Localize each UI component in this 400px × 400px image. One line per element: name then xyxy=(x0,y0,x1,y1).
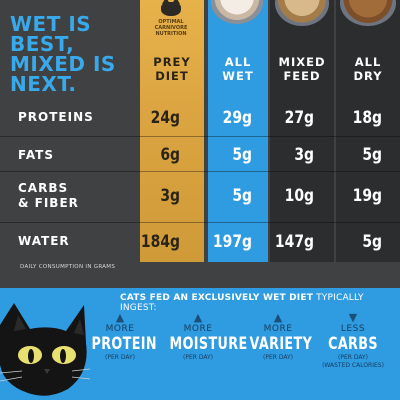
benefit-qualifier: LESS xyxy=(340,324,366,334)
all-dry-column xyxy=(336,0,400,262)
benefit-title: MOISTURE xyxy=(169,334,248,354)
cat-head-icon xyxy=(161,0,181,16)
benefit-title: PROTEIN xyxy=(91,334,157,354)
up-arrow-icon: ▲ xyxy=(115,311,125,324)
cell-dry-water: 5g xyxy=(362,232,382,252)
row-divider xyxy=(0,222,400,223)
up-arrow-icon: ▲ xyxy=(193,311,203,324)
cell-mixed-fats: 3g xyxy=(294,145,314,165)
column-header-prey-diet: PREY DIET xyxy=(140,55,204,83)
cell-prey-carbs: 3g xyxy=(160,186,180,206)
column-header-line: FEED xyxy=(283,69,321,83)
cell-wet-water: 197g xyxy=(212,232,252,252)
optimal-nutrition-seal: OPTIMAL CARNIVORE NUTRITION xyxy=(151,0,191,50)
column-header-all-dry: ALL DRY xyxy=(336,55,400,83)
banner-bold: CATS FED AN EXCLUSIVELY WET DIET xyxy=(120,293,314,303)
column-header-all-wet: ALL WET xyxy=(208,55,268,83)
headline-line: MIXED IS xyxy=(10,52,116,76)
cell-prey-proteins: 24g xyxy=(150,108,180,128)
column-header-line: ALL xyxy=(354,55,382,69)
comparison-table: WET IS BEST, MIXED IS NEXT. OPTIMAL CARN… xyxy=(0,0,400,270)
cell-dry-fats: 5g xyxy=(362,145,382,165)
row-label-line: WATER xyxy=(18,234,70,248)
benefits-banner: CATS FED AN EXCLUSIVELY WET DIET TYPICAL… xyxy=(120,293,400,313)
headline-line: WET IS xyxy=(10,12,92,36)
benefit-carbs: ▼ LESS CARBS (PER DAY) (WASTED CALORIES) xyxy=(315,312,391,370)
benefit-note: (PER DAY) xyxy=(183,354,213,361)
benefit-qualifier: MORE xyxy=(263,324,293,334)
benefit-note: (PER DAY) xyxy=(105,354,135,361)
column-header-line: DRY xyxy=(353,69,383,83)
mixed-feed-column xyxy=(270,0,334,262)
black-cat-illustration xyxy=(0,303,90,396)
benefit-note-extra: (WASTED CALORIES) xyxy=(322,362,384,369)
cell-mixed-carbs: 10g xyxy=(284,186,314,206)
row-label-line: CARBS xyxy=(18,181,69,195)
cell-wet-carbs: 5g xyxy=(232,186,252,206)
row-label-fats: FATS xyxy=(18,148,54,163)
column-header-line: MIXED xyxy=(278,55,326,69)
cell-prey-fats: 6g xyxy=(160,145,180,165)
column-header-mixed-feed: MIXED FEED xyxy=(270,55,334,83)
benefit-note: (PER DAY) xyxy=(263,354,293,361)
all-wet-column xyxy=(208,0,268,262)
column-header-line: PREY xyxy=(153,55,191,69)
footnote: DAILY CONSUMPTION IN GRAMS xyxy=(20,264,116,270)
seal-text-line: CARNIVORE xyxy=(154,25,188,31)
cell-prey-water: 184g xyxy=(140,232,180,252)
headline-line: NEXT. xyxy=(10,72,77,96)
row-label-carbs-fiber: CARBS & FIBER xyxy=(18,181,79,211)
column-header-line: ALL xyxy=(224,55,252,69)
seal-text-line: OPTIMAL xyxy=(158,19,184,25)
benefit-moisture: ▲ MORE MOISTURE (PER DAY) xyxy=(160,311,248,362)
row-label-line: FATS xyxy=(18,148,55,162)
column-header-line: WET xyxy=(222,69,254,83)
row-label-water: WATER xyxy=(18,234,70,249)
down-arrow-icon: ▼ xyxy=(348,311,358,324)
benefit-variety: ▲ MORE VARIETY (PER DAY) xyxy=(240,312,316,362)
benefit-title: VARIETY xyxy=(249,334,313,354)
column-header-line: DIET xyxy=(155,69,189,83)
seal-text-line: NUTRITION xyxy=(155,31,187,37)
cell-mixed-water: 147g xyxy=(274,232,314,252)
cell-dry-carbs: 19g xyxy=(352,186,382,206)
benefit-qualifier: MORE xyxy=(105,324,135,334)
row-label-line: PROTEINS xyxy=(18,110,94,124)
benefit-title: CARBS xyxy=(328,334,378,354)
benefit-protein: ▲ MORE PROTEIN (PER DAY) xyxy=(82,312,158,362)
cell-wet-fats: 5g xyxy=(232,145,252,165)
headline-line: BEST, xyxy=(10,32,75,56)
benefit-qualifier: MORE xyxy=(183,324,213,334)
cell-dry-proteins: 18g xyxy=(352,108,382,128)
cell-wet-proteins: 29g xyxy=(222,108,252,128)
row-label-line: & FIBER xyxy=(18,196,79,210)
row-divider xyxy=(0,171,400,172)
up-arrow-icon: ▲ xyxy=(273,311,283,324)
row-divider xyxy=(0,136,400,137)
banner-rest: TYPICALLY INGEST: xyxy=(120,293,364,313)
row-label-proteins: PROTEINS xyxy=(18,110,94,125)
headline: WET IS BEST, MIXED IS NEXT. xyxy=(10,14,138,94)
cell-mixed-proteins: 27g xyxy=(284,108,314,128)
prey-diet-column xyxy=(140,0,204,262)
benefit-note: (PER DAY) xyxy=(338,354,368,361)
